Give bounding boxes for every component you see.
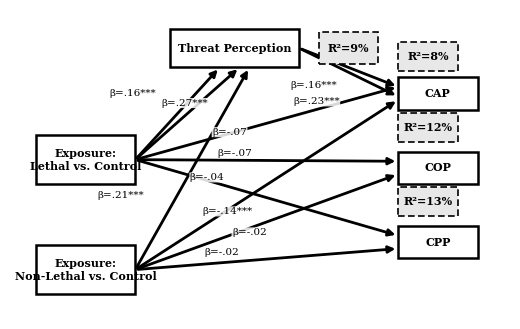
Text: R²=12%: R²=12% bbox=[404, 122, 452, 133]
FancyBboxPatch shape bbox=[398, 77, 477, 110]
FancyBboxPatch shape bbox=[36, 245, 135, 294]
Text: β=-.02: β=-.02 bbox=[232, 228, 267, 237]
FancyBboxPatch shape bbox=[319, 32, 379, 64]
Text: CAP: CAP bbox=[425, 88, 451, 99]
Text: β=.16***: β=.16*** bbox=[291, 81, 337, 90]
Text: COP: COP bbox=[424, 162, 451, 173]
Text: β=-.02: β=-.02 bbox=[205, 248, 240, 257]
Text: β=.27***: β=.27*** bbox=[162, 99, 208, 108]
FancyBboxPatch shape bbox=[398, 226, 477, 258]
Text: R²=9%: R²=9% bbox=[328, 42, 369, 54]
Text: β=-.04: β=-.04 bbox=[190, 173, 225, 182]
Text: CPP: CPP bbox=[425, 237, 450, 248]
Text: β=-.07: β=-.07 bbox=[217, 149, 252, 158]
Text: β=.21***: β=.21*** bbox=[97, 191, 144, 200]
Text: β=.16***: β=.16*** bbox=[110, 89, 156, 98]
Text: Threat Perception: Threat Perception bbox=[178, 42, 291, 54]
FancyBboxPatch shape bbox=[398, 41, 458, 71]
FancyBboxPatch shape bbox=[398, 187, 458, 216]
Text: β=.23***: β=.23*** bbox=[293, 97, 340, 106]
Text: R²=8%: R²=8% bbox=[407, 51, 449, 62]
Text: Exposure:
Non-Lethal vs. Control: Exposure: Non-Lethal vs. Control bbox=[15, 258, 157, 282]
Text: β=-.07: β=-.07 bbox=[212, 128, 247, 137]
Text: Exposure:
Lethal vs. Control: Exposure: Lethal vs. Control bbox=[30, 148, 141, 171]
Text: R²=13%: R²=13% bbox=[404, 196, 452, 207]
FancyBboxPatch shape bbox=[398, 113, 458, 142]
Text: β=-.14***: β=-.14*** bbox=[202, 207, 252, 216]
FancyBboxPatch shape bbox=[398, 152, 477, 184]
FancyBboxPatch shape bbox=[36, 136, 135, 184]
FancyBboxPatch shape bbox=[170, 29, 299, 67]
